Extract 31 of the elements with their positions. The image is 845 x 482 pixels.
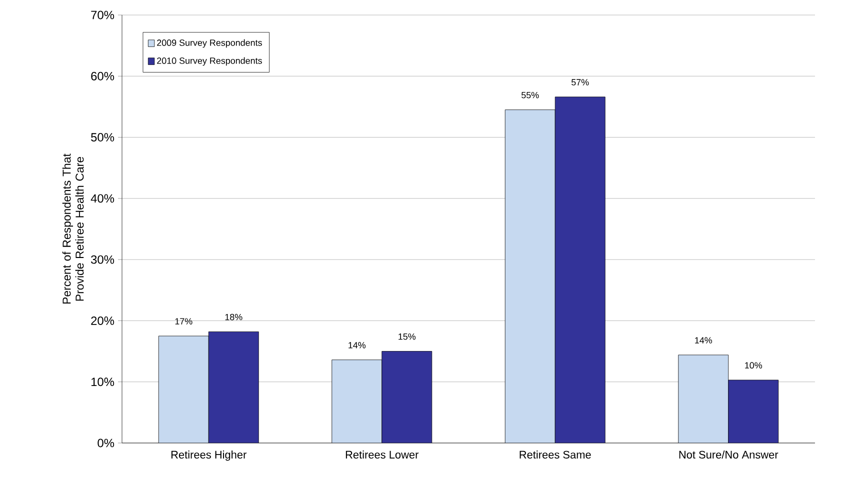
data-label: 14% bbox=[695, 337, 712, 344]
data-label: 10% bbox=[745, 362, 762, 369]
y-tick-label: 70% bbox=[91, 10, 114, 20]
y-tick-label: 20% bbox=[91, 316, 114, 325]
y-tick-label: 50% bbox=[91, 133, 114, 142]
y-axis-title: Percent of Respondents That Provide Retiree Health Care bbox=[62, 154, 84, 304]
x-tick-label: Retirees Lower bbox=[346, 450, 419, 459]
legend-label: 2009 Survey Respondents bbox=[157, 39, 262, 48]
x-tick-label: Retirees Higher bbox=[171, 450, 246, 461]
y-tick-label: 0% bbox=[98, 438, 114, 448]
y-tick-label: 10% bbox=[91, 378, 114, 386]
bar bbox=[332, 360, 382, 443]
data-label: 17% bbox=[175, 318, 192, 324]
data-label: 18% bbox=[225, 314, 242, 320]
bar bbox=[555, 96, 606, 443]
bar bbox=[505, 110, 556, 443]
x-tick-label: Retirees Same bbox=[520, 450, 591, 459]
y-tick-label: 60% bbox=[91, 72, 114, 80]
data-label: 14% bbox=[348, 342, 366, 348]
x-tick-label: Not Sure/No Answer bbox=[679, 450, 778, 459]
bar bbox=[208, 332, 259, 443]
bar bbox=[382, 351, 432, 443]
legend-label: 2010 Survey Respondents bbox=[157, 57, 262, 66]
data-label: 55% bbox=[522, 92, 539, 98]
y-tick-label: 30% bbox=[91, 255, 114, 264]
bar bbox=[678, 354, 729, 443]
bar bbox=[728, 380, 779, 443]
data-label: 15% bbox=[398, 333, 416, 340]
y-tick-label: 40% bbox=[90, 194, 114, 203]
data-label: 57% bbox=[572, 79, 589, 86]
bar bbox=[158, 336, 209, 443]
